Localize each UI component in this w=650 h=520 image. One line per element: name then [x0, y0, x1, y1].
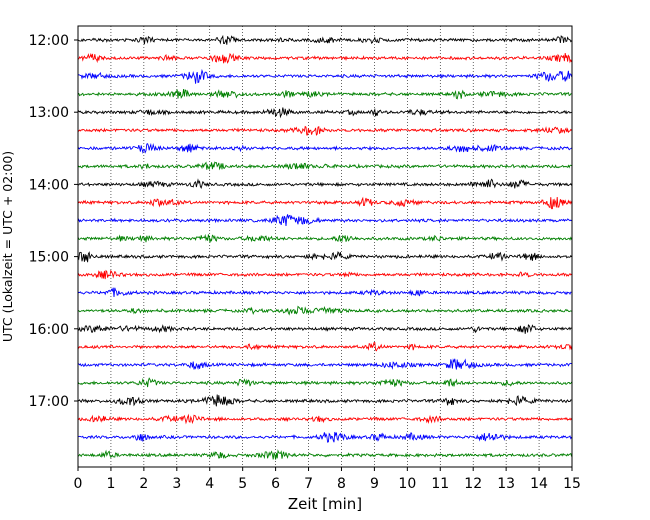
- x-tick-label: 0: [74, 476, 83, 492]
- trace-1600: [77, 324, 572, 334]
- x-tick-label: 7: [304, 476, 313, 492]
- trace-1715: [77, 413, 572, 425]
- y-tick-label: 16:00: [29, 322, 69, 338]
- y-axis-ticks: 12:00 13:00 14:00 15:00 16:00 17:00: [29, 33, 78, 410]
- trace-1415: [77, 196, 573, 210]
- y-tick-label: 14:00: [29, 177, 69, 193]
- trace-1430: [77, 214, 572, 227]
- trace-1530: [77, 287, 572, 297]
- trace-1645: [77, 377, 572, 388]
- x-tick-label: 4: [205, 476, 214, 492]
- trace-1330: [77, 142, 572, 154]
- x-tick-label: 1: [106, 476, 115, 492]
- x-tick-label: 14: [530, 476, 548, 492]
- x-tick-label: 15: [563, 476, 581, 492]
- trace-1730: [77, 431, 572, 443]
- trace-1245: [77, 88, 572, 100]
- x-tick-label: 8: [337, 476, 346, 492]
- x-tick-label: 11: [431, 476, 449, 492]
- x-tick-label: 12: [464, 476, 482, 492]
- x-tick-label: 2: [139, 476, 148, 492]
- y-axis-label: UTC (Lokalzeit = UTC + 02:00): [0, 151, 15, 342]
- trace-1345: [77, 161, 572, 171]
- trace-1545: [77, 305, 572, 316]
- trace-1445: [77, 233, 573, 243]
- y-tick-label: 13:00: [29, 105, 69, 121]
- trace-1615: [77, 342, 573, 352]
- trace-1700: [77, 394, 572, 407]
- trace-1200: [77, 34, 572, 45]
- trace-1400: [77, 178, 573, 190]
- trace-1215: [77, 52, 573, 64]
- trace-1515: [77, 269, 572, 280]
- y-tick-label: 17:00: [29, 394, 69, 410]
- x-tick-label: 6: [271, 476, 280, 492]
- x-tick-label: 5: [238, 476, 247, 492]
- y-tick-label: 15:00: [29, 250, 69, 266]
- seismogram-traces: [77, 34, 573, 460]
- trace-1745: [77, 449, 573, 460]
- trace-1300: [77, 107, 572, 119]
- x-tick-label: 10: [398, 476, 416, 492]
- trace-1500: [77, 251, 572, 263]
- x-axis-label: Zeit [min]: [288, 495, 362, 513]
- trace-1230: [77, 68, 573, 84]
- x-tick-label: 9: [370, 476, 379, 492]
- x-tick-label: 13: [497, 476, 515, 492]
- y-tick-label: 12:00: [29, 33, 69, 49]
- x-axis-ticks: 0 1 2 3 4 5 6 7 8 9 10 11 12 13 14 15: [74, 467, 581, 492]
- trace-1630: [77, 358, 572, 371]
- trace-1315: [77, 125, 572, 136]
- plot-frame: [77, 25, 573, 468]
- x-tick-label: 3: [172, 476, 181, 492]
